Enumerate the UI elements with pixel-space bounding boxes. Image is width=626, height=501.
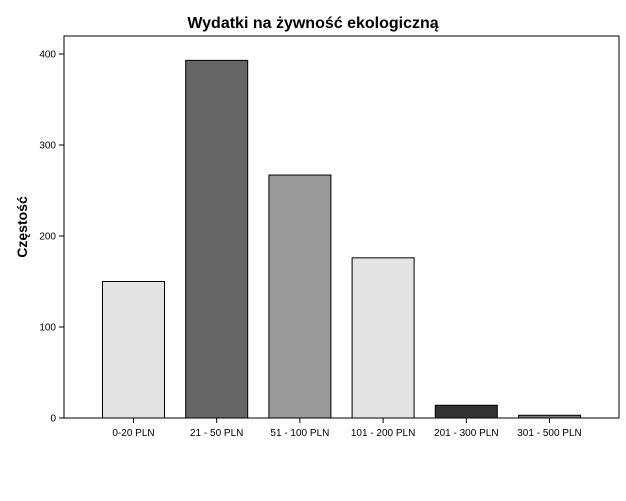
y-axis-label: Częstość [14, 196, 30, 258]
bar [518, 414, 581, 419]
bar [434, 404, 498, 419]
x-tick-label: 101 - 200 PLN [351, 428, 416, 439]
x-tick-label: 51 - 100 PLN [270, 428, 329, 439]
y-tick-label: 300 [39, 141, 56, 152]
x-axis: 0-20 PLN 21 - 50 PLN 51 - 100 PLN 101 - 200… [112, 418, 582, 439]
bar [185, 59, 249, 419]
x-tick-label: 21 - 50 PLN [190, 428, 243, 439]
bar [268, 174, 332, 419]
y-tick-label: 400 [39, 50, 56, 61]
chart-title: Wydatki na żywność ekologiczną [187, 15, 438, 32]
y-tick-label: 100 [39, 323, 56, 334]
plot-area-frame [63, 35, 620, 419]
bar [351, 257, 415, 419]
x-tick-label: 201 - 300 PLN [434, 428, 499, 439]
x-tick-label: 0-20 PLN [112, 428, 154, 439]
bar [102, 281, 165, 419]
y-axis: 0 100 200 300 400 [39, 50, 64, 425]
y-tick-label: 200 [39, 232, 56, 243]
y-tick-label: 0 [50, 414, 56, 425]
x-tick-label: 301 - 500 PLN [517, 428, 582, 439]
bars [102, 59, 581, 419]
